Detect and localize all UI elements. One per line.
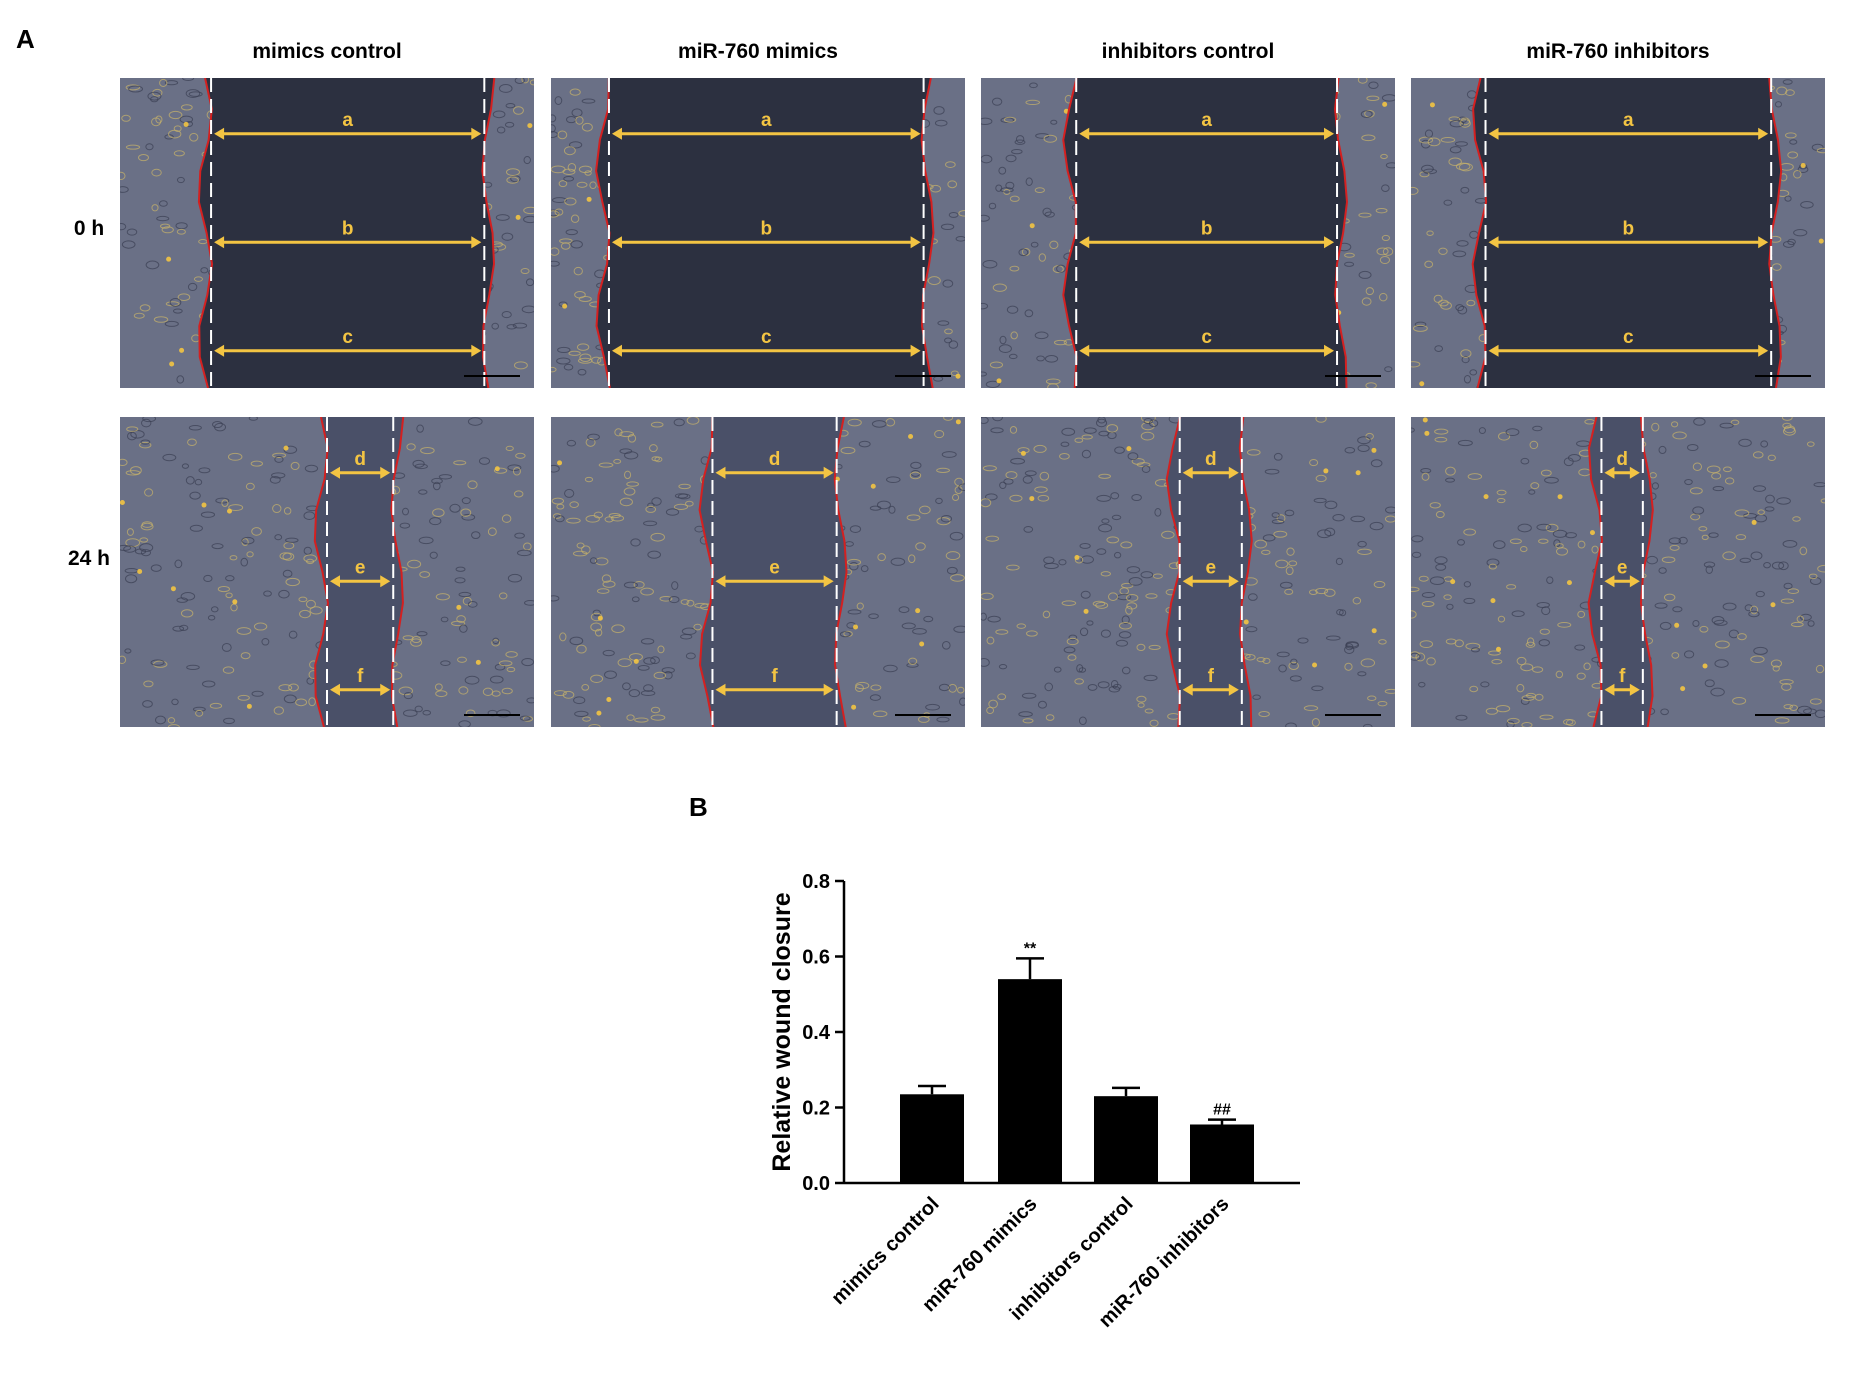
bar-1 [900,1094,964,1183]
gap-measure-label: e [769,557,780,578]
column-header-mir760-mimics: miR-760 mimics [678,40,838,63]
gap-measure-label: c [342,327,353,348]
gap-measure-label: f [771,666,778,687]
bar-4 [1190,1124,1254,1183]
row-label-0h: 0 h [73,217,105,240]
gap-measure-label: b [760,218,772,239]
row-label-24h: 24 h [67,547,111,570]
gap-measure-label: b [1623,218,1635,239]
y-tick-label: 0.4 [802,1022,831,1044]
significance-marker-4: ## [1213,1102,1231,1119]
gap-measure-label: c [1623,327,1634,348]
bar-3 [1094,1096,1158,1183]
y-tick-label: 0.2 [802,1098,830,1120]
micrograph-0h-col4: a b c [1411,78,1825,388]
micrograph-0h-col2: a b c [551,78,965,388]
gap-measure-label: b [342,218,354,239]
panel-a-label: A [16,24,35,54]
micrograph-24h-col1: d e f [120,417,534,727]
y-tick-label: 0.0 [802,1173,830,1195]
gap-measure-label: e [1205,557,1216,578]
y-tick-label: 0.6 [802,947,830,969]
gap-measure-label: c [1201,327,1212,348]
micrograph-24h-col3: d e f [981,417,1395,727]
micrograph-0h-col3: a b c [981,78,1395,388]
bar-2 [998,979,1062,1183]
gap-measure-label: a [1623,110,1634,131]
gap-measure-label: f [1619,666,1626,687]
gap-measure-label: a [761,110,772,131]
gap-measure-label: e [1617,557,1628,578]
column-header-mimics-control: mimics control [252,40,402,63]
gap-measure-label: d [1616,449,1628,470]
column-header-inhibitors-control: inhibitors control [1101,40,1275,63]
y-tick-label: 0.8 [802,871,830,893]
y-axis-title: Relative wound closure [768,892,796,1171]
micrograph-24h-col2: d e f [551,417,965,727]
gap-measure-label: d [354,449,366,470]
gap-measure-label: f [1208,666,1215,687]
gap-measure-label: a [342,110,353,131]
significance-marker-2: ** [1024,940,1037,957]
micrograph-24h-col4: d e f [1411,417,1825,727]
gap-measure-label: d [769,449,781,470]
panel-b-label: B [689,792,708,822]
gap-measure-label: f [357,666,364,687]
gap-measure-label: d [1205,449,1217,470]
gap-measure-label: c [761,327,772,348]
gap-measure-label: a [1201,110,1212,131]
gap-measure-label: e [355,557,366,578]
micrograph-0h-col1: a b c [120,78,534,388]
column-header-mir760-inhibitors: miR-760 inhibitors [1526,40,1710,63]
gap-measure-label: b [1201,218,1213,239]
